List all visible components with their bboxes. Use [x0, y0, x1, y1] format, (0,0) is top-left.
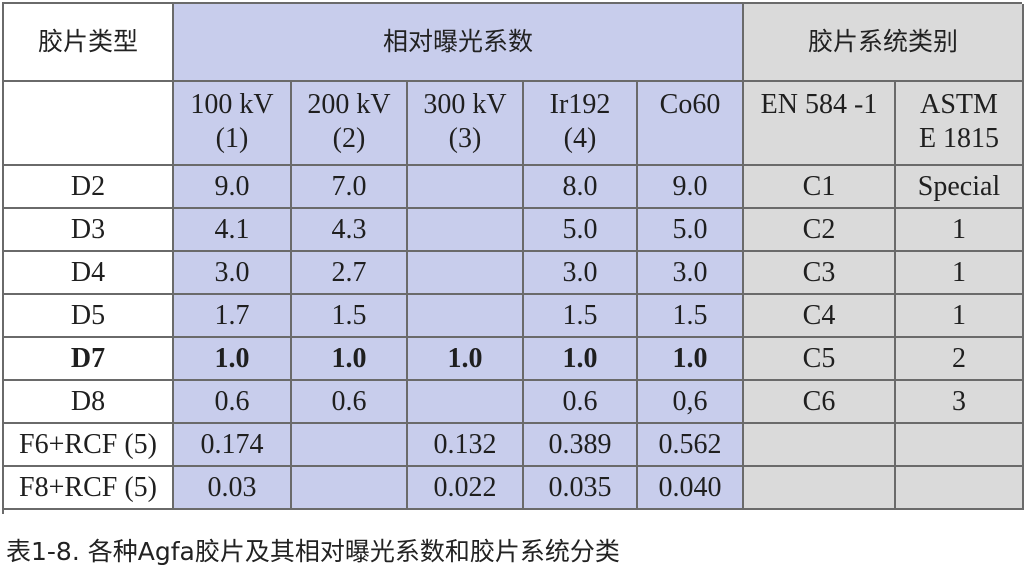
table-cell-kv300: 0.022: [408, 467, 524, 510]
table-cell-astm: [896, 424, 1024, 467]
table-cell-kv200: 4.3: [292, 209, 408, 252]
table-cell-kv200: 0.6: [292, 381, 408, 424]
table-cell-kv100: 1.0: [174, 338, 292, 381]
subheader-line: Ir192: [549, 89, 611, 120]
film-type-cell: F8+RCF (5): [4, 467, 174, 510]
film-type-cell: D3: [4, 209, 174, 252]
subheader-line: (1): [215, 122, 249, 154]
table-cell-astm: 1: [896, 295, 1024, 338]
subheader-ir192: Ir192 (4): [524, 82, 638, 166]
subheader-100kv: 100 kV (1): [174, 82, 292, 166]
table-cell-co60: 5.0: [638, 209, 744, 252]
table-cell-ir192: 0.389: [524, 424, 638, 467]
subheader-co60: Co60: [638, 82, 744, 166]
film-type-cell: D2: [4, 166, 174, 209]
table-cell-kv100: 0.6: [174, 381, 292, 424]
subheader-line: (3): [448, 122, 482, 154]
table-cell-en584: C1: [744, 166, 896, 209]
table-cell-kv300: [408, 166, 524, 209]
subheader-line: 100 kV: [190, 89, 274, 120]
table-caption: 表1-8. 各种Agfa胶片及其相对曝光系数和胶片系统分类: [6, 537, 620, 566]
table-cell-kv200: 2.7: [292, 252, 408, 295]
subheader-line: (4): [563, 122, 597, 154]
table-cell-co60: 0.562: [638, 424, 744, 467]
film-type-cell: D4: [4, 252, 174, 295]
table-cell-kv100: 0.174: [174, 424, 292, 467]
table-cell-co60: 1.5: [638, 295, 744, 338]
table-cell-kv200: 7.0: [292, 166, 408, 209]
table-cell-kv100: 9.0: [174, 166, 292, 209]
table-cell-kv100: 3.0: [174, 252, 292, 295]
table-cell-co60: 3.0: [638, 252, 744, 295]
subheader-line: E 1815: [918, 122, 1000, 154]
table-cell-kv200: [292, 424, 408, 467]
table-cell-kv300: [408, 295, 524, 338]
table-cell-kv300: [408, 209, 524, 252]
table-cell-ir192: 0.6: [524, 381, 638, 424]
film-type-cell: D5: [4, 295, 174, 338]
table-cell-en584: C5: [744, 338, 896, 381]
table-cell-kv100: 1.7: [174, 295, 292, 338]
subheader-line: (2): [332, 122, 366, 154]
table-cell-astm: Special: [896, 166, 1024, 209]
table-cell-en584: C2: [744, 209, 896, 252]
table-cell-en584: C3: [744, 252, 896, 295]
film-type-cell: D8: [4, 381, 174, 424]
subheader-empty: [4, 82, 174, 166]
table-cell-kv300: 0.132: [408, 424, 524, 467]
film-type-cell: D7: [4, 338, 174, 381]
table-cell-kv200: 1.5: [292, 295, 408, 338]
header-film-system-class: 胶片系统类别: [744, 4, 1024, 82]
subheader-en584: EN 584 -1: [744, 82, 896, 166]
subheader-300kv: 300 kV (3): [408, 82, 524, 166]
subheader-astm: ASTM E 1815: [896, 82, 1024, 166]
table-cell-kv300: 1.0: [408, 338, 524, 381]
table-cell-kv100: 0.03: [174, 467, 292, 510]
table-cell-co60: 0.040: [638, 467, 744, 510]
header-film-type: 胶片类型: [4, 4, 174, 82]
table-cell-astm: 1: [896, 252, 1024, 295]
table-cell-ir192: 5.0: [524, 209, 638, 252]
subheader-line: 200 kV: [307, 89, 391, 120]
table-cell-kv300: [408, 381, 524, 424]
table-cell-kv100: 4.1: [174, 209, 292, 252]
film-exposure-table: 胶片类型 相对曝光系数 胶片系统类别 100 kV (1) 200 kV (2) 3…: [2, 2, 1024, 514]
table-cell-astm: [896, 467, 1024, 510]
table-cell-en584: [744, 467, 896, 510]
table-cell-co60: 1.0: [638, 338, 744, 381]
table-cell-co60: 9.0: [638, 166, 744, 209]
table-cell-ir192: 8.0: [524, 166, 638, 209]
table-cell-ir192: 1.5: [524, 295, 638, 338]
table-cell-kv300: [408, 252, 524, 295]
subheader-200kv: 200 kV (2): [292, 82, 408, 166]
subheader-line: EN 584 -1: [760, 89, 878, 120]
header-relative-exposure-factor: 相对曝光系数: [174, 4, 744, 82]
film-type-cell: F6+RCF (5): [4, 424, 174, 467]
table-cell-ir192: 1.0: [524, 338, 638, 381]
table-cell-co60: 0,6: [638, 381, 744, 424]
table-cell-en584: C6: [744, 381, 896, 424]
subheader-line: 300 kV: [423, 89, 507, 120]
table-cell-kv200: [292, 467, 408, 510]
table-cell-ir192: 3.0: [524, 252, 638, 295]
table-cell-en584: C4: [744, 295, 896, 338]
table-cell-astm: 3: [896, 381, 1024, 424]
table-cell-en584: [744, 424, 896, 467]
table-cell-astm: 1: [896, 209, 1024, 252]
table-cell-astm: 2: [896, 338, 1024, 381]
subheader-line: Co60: [659, 89, 721, 120]
subheader-line: ASTM: [920, 89, 998, 120]
table-cell-ir192: 0.035: [524, 467, 638, 510]
table-cell-kv200: 1.0: [292, 338, 408, 381]
